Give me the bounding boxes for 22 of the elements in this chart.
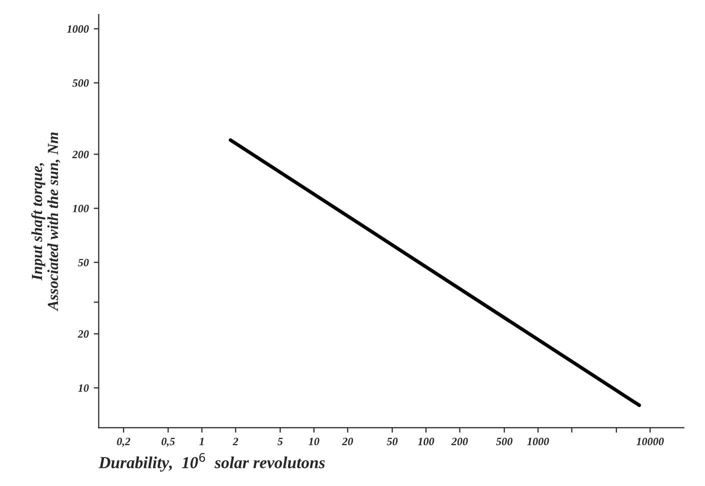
y-tick-label: 100 xyxy=(72,204,89,212)
x-tick-label: 50 xyxy=(386,438,398,446)
y-tick-label: 50 xyxy=(78,258,89,266)
x-tick-label: 5 xyxy=(278,438,283,446)
x-tick-label: 10 xyxy=(308,438,320,446)
x-tick-label: 200 xyxy=(451,438,468,446)
x-tick-label: 0,2 xyxy=(117,438,130,447)
x-tick-label: 10000 xyxy=(636,438,664,446)
y-tick-label: 500 xyxy=(72,79,89,87)
y-tick-label: 200 xyxy=(72,150,89,158)
x-axis-title: Durability, 10$^{6}$ solar revolutons xyxy=(98,453,325,472)
x-tick-label: 500 xyxy=(496,438,512,446)
x-tick-label: 1000 xyxy=(527,438,549,446)
y-tick-label: 10 xyxy=(78,384,89,392)
y-tick-label: 20 xyxy=(78,330,89,338)
x-tick-label: 100 xyxy=(418,438,434,446)
x-tick-label: 20 xyxy=(342,438,354,446)
x-tick-label: 1 xyxy=(199,438,204,446)
y-axis-title: Input shaft torque, Associated with the sun, Nm xyxy=(31,132,60,312)
y-tick-label: 1000 xyxy=(67,25,89,33)
x-tick-label: 0,5 xyxy=(162,438,175,447)
x-tick-label: 2 xyxy=(232,438,238,446)
